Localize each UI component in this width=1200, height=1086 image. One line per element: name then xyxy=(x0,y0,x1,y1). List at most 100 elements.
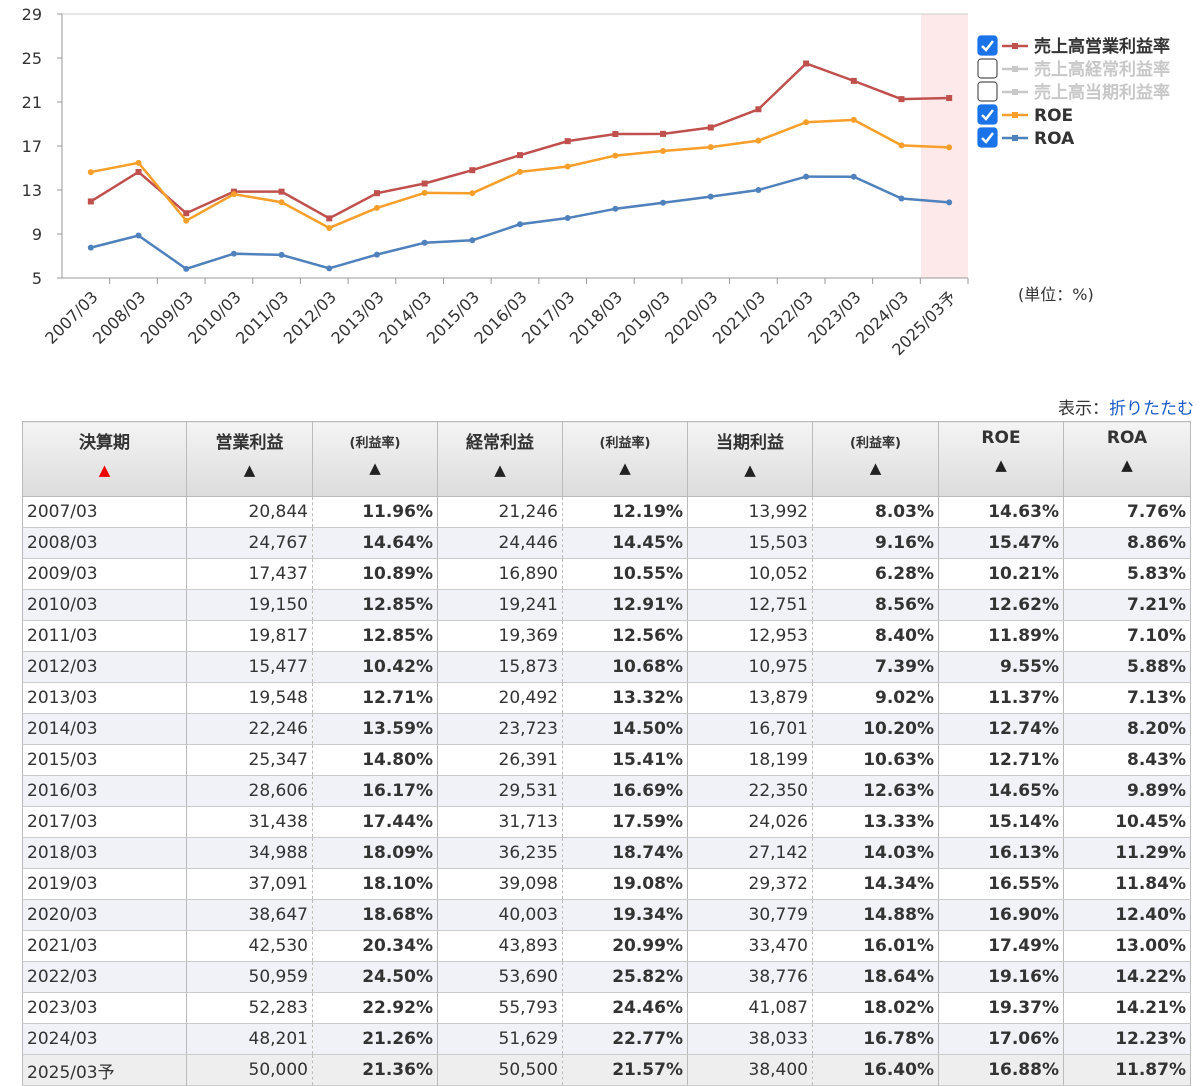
table-cell: 8.40% xyxy=(812,620,939,652)
point xyxy=(946,144,953,151)
table-cell: 38,647 xyxy=(186,899,313,931)
table-cell: 14.03% xyxy=(812,837,939,869)
legend-checkbox[interactable] xyxy=(977,35,998,56)
table-cell: 14.45% xyxy=(562,527,688,559)
header-cell[interactable]: 経常利益 ▲ xyxy=(437,421,563,497)
table-cell: 9.55% xyxy=(938,651,1064,683)
point xyxy=(660,199,667,206)
point xyxy=(612,152,619,159)
sort-arrow: ▲ xyxy=(494,461,506,479)
table-cell: 31,438 xyxy=(186,806,313,838)
table-cell: 24.50% xyxy=(312,961,438,993)
sort-arrow: ▲ xyxy=(1121,456,1133,474)
table-cell: 2023/03 xyxy=(22,992,187,1024)
table-cell: 26,391 xyxy=(437,744,563,776)
table-cell: 2008/03 xyxy=(22,527,187,559)
table-cell: 16.13% xyxy=(938,837,1064,869)
point xyxy=(803,173,810,180)
table-cell: 9.02% xyxy=(812,682,939,714)
table-cell: 55,793 xyxy=(437,992,563,1024)
point xyxy=(564,138,571,145)
table-cell: 43,893 xyxy=(437,930,563,962)
legend-checkbox[interactable] xyxy=(977,127,998,148)
table-cell: 2020/03 xyxy=(22,899,187,931)
point xyxy=(803,119,810,126)
table-cell: 10.20% xyxy=(812,713,939,745)
table-cell: 31,713 xyxy=(437,806,563,838)
legend-label: 売上高営業利益率 xyxy=(1034,36,1170,57)
table-cell: 21.26% xyxy=(312,1023,438,1055)
header-cell[interactable]: (利益率) ▲ xyxy=(312,421,438,497)
table-cell: 8.86% xyxy=(1063,527,1191,559)
header-label: ROA xyxy=(1106,428,1148,448)
table-cell: 14.21% xyxy=(1063,992,1191,1024)
header-cell[interactable]: 営業利益 ▲ xyxy=(186,421,313,497)
header-cell[interactable]: ROA ▲ xyxy=(1063,421,1191,497)
legend-label: ROE xyxy=(1034,106,1073,126)
point xyxy=(230,191,237,198)
legend-checkbox[interactable] xyxy=(977,104,998,125)
legend-checkbox[interactable] xyxy=(977,81,998,102)
table-cell: 8.43% xyxy=(1063,744,1191,776)
point xyxy=(946,95,953,102)
table-cell: 27,142 xyxy=(687,837,813,869)
legend-check xyxy=(981,40,994,52)
point xyxy=(135,159,142,166)
legend-label: 売上高当期利益率 xyxy=(1034,82,1170,103)
table-cell: 38,033 xyxy=(687,1023,813,1055)
table-cell: 14.22% xyxy=(1063,961,1191,993)
table-cell: 15,477 xyxy=(186,651,313,683)
point xyxy=(517,168,523,175)
table-cell: 18.02% xyxy=(812,992,939,1024)
table-cell: 34,988 xyxy=(186,837,313,869)
header-cell[interactable]: 当期利益 ▲ xyxy=(687,421,813,497)
point xyxy=(469,190,476,197)
header-label: ROE xyxy=(981,428,1021,448)
table-cell: 22,246 xyxy=(186,713,313,745)
table-cell: 15.47% xyxy=(938,527,1064,559)
sort-arrow: ▲ xyxy=(995,456,1007,474)
table-cell: 19,817 xyxy=(186,620,313,652)
table-cell: 16.55% xyxy=(938,868,1064,900)
table-cell: 8.20% xyxy=(1063,713,1191,745)
table-cell: 10,052 xyxy=(687,558,813,590)
table-cell: 12.91% xyxy=(562,589,688,621)
table-cell: 18.74% xyxy=(562,837,688,869)
table-cell: 19,369 xyxy=(437,620,563,652)
table-cell: 15.14% xyxy=(938,806,1064,838)
table-cell: 10.68% xyxy=(562,651,688,683)
table-cell: 14.63% xyxy=(938,496,1064,528)
point xyxy=(898,96,905,103)
header-cell[interactable]: 決算期 ▲ xyxy=(22,421,187,497)
table-row: 2014/03 22,246 13.59% 23,723 14.50% 16,701 10.… xyxy=(22,713,1191,745)
header-cell[interactable]: (利益率) ▲ xyxy=(562,421,688,497)
point xyxy=(660,147,667,154)
table-cell: 28,606 xyxy=(186,775,313,807)
unit-label: (単位：%) xyxy=(1018,285,1094,304)
table-cell: 13,879 xyxy=(687,682,813,714)
table-cell: 12.85% xyxy=(312,620,438,652)
table-cell: 8.56% xyxy=(812,589,939,621)
legend-checkbox[interactable] xyxy=(977,58,998,79)
header-cell[interactable]: (利益率) ▲ xyxy=(812,421,939,497)
point xyxy=(755,187,762,193)
header-cell[interactable]: ROE ▲ xyxy=(938,421,1064,497)
chart: (単位：%) 5913172125292007/032008/032009/03… xyxy=(22,5,1170,359)
table-cell: 40,003 xyxy=(437,899,563,931)
point xyxy=(135,232,142,239)
sort-arrow: ▲ xyxy=(869,459,882,477)
table-cell: 19.34% xyxy=(562,899,688,931)
display-control: 表示：折りたたむ xyxy=(1058,394,1194,419)
legend-marker xyxy=(1012,112,1018,118)
point xyxy=(326,224,333,231)
table-cell: 8.03% xyxy=(812,496,939,528)
table-cell: 24,026 xyxy=(687,806,813,838)
point xyxy=(135,168,142,175)
point xyxy=(898,195,905,202)
collapse-link[interactable]: 折りたたむ xyxy=(1109,399,1194,419)
table-cell: 6.28% xyxy=(812,558,939,590)
point xyxy=(421,239,428,246)
table-cell: 19,548 xyxy=(186,682,313,714)
table-cell: 20.99% xyxy=(562,930,688,962)
